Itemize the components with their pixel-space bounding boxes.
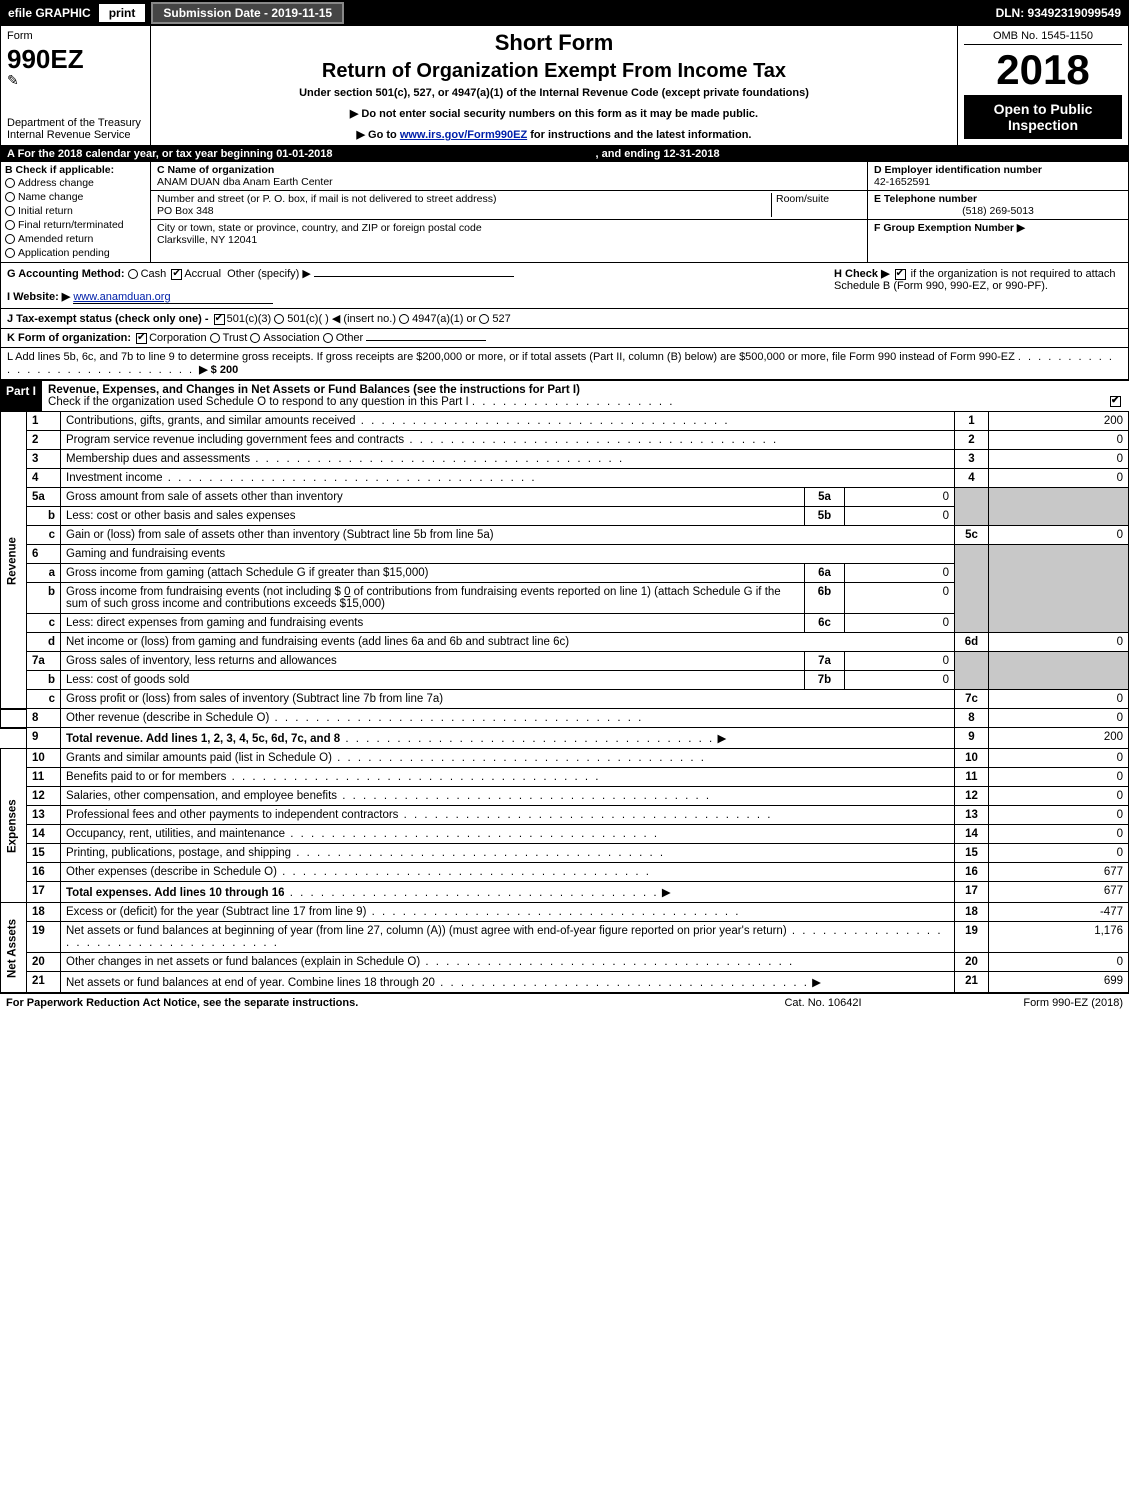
- row-G-H: G Accounting Method: Cash Accrual Other …: [1, 262, 1128, 308]
- submission-date: Submission Date - 2019-11-15: [151, 2, 344, 24]
- I-label: I Website: ▶: [7, 291, 70, 303]
- chk-initial-return[interactable]: Initial return: [5, 204, 146, 218]
- open-public: Open to Public Inspection: [964, 95, 1122, 139]
- city-value: Clarksville, NY 12041: [157, 234, 257, 246]
- other-org-input[interactable]: [366, 340, 486, 341]
- F-label: F Group Exemption Number ▶: [874, 222, 1025, 234]
- short-form-title: Short Form: [161, 30, 947, 56]
- B-label: B Check if applicable:: [5, 164, 146, 176]
- L-amount: ▶ $ 200: [199, 364, 238, 376]
- G-label: G Accounting Method:: [7, 268, 125, 280]
- line-J: J Tax-exempt status (check only one) - 5…: [1, 308, 1128, 328]
- footer-right: Form 990-EZ (2018): [923, 997, 1123, 1009]
- city-label: City or town, state or province, country…: [157, 222, 482, 234]
- D-label: D Employer identification number: [874, 164, 1042, 176]
- form-header: Form 990EZ ✎ Department of the Treasury …: [0, 26, 1129, 146]
- side-expenses: Expenses: [1, 749, 27, 903]
- header-right: OMB No. 1545-1150 2018 Open to Public In…: [958, 26, 1128, 145]
- other-specify-input[interactable]: [314, 276, 514, 277]
- form-word: Form: [7, 30, 144, 42]
- efile-label: efile GRAPHIC: [0, 6, 99, 20]
- C-label: C Name of organization: [157, 164, 274, 176]
- department-label: Department of the Treasury Internal Reve…: [7, 117, 141, 141]
- chk-accrual[interactable]: [171, 269, 182, 280]
- footer-mid: Cat. No. 10642I: [723, 997, 923, 1009]
- website-link[interactable]: www.anamduan.org: [73, 291, 273, 304]
- footer-left: For Paperwork Reduction Act Notice, see …: [6, 997, 723, 1009]
- under-section: Under section 501(c), 527, or 4947(a)(1)…: [161, 87, 947, 99]
- omb-number: OMB No. 1545-1150: [964, 30, 1122, 45]
- part1-check-text: Check if the organization used Schedule …: [48, 396, 469, 408]
- chk-final-return[interactable]: Final return/terminated: [5, 218, 146, 232]
- line-K: K Form of organization: Corporation Trus…: [1, 328, 1128, 347]
- top-bar: efile GRAPHIC print Submission Date - 20…: [0, 0, 1129, 26]
- line-L: L Add lines 5b, 6c, and 7b to line 9 to …: [1, 347, 1128, 379]
- tax-year: 2018: [964, 49, 1122, 91]
- chk-address-change[interactable]: Address change: [5, 176, 146, 190]
- period-row: A For the 2018 calendar year, or tax yea…: [1, 146, 1128, 162]
- chk-4947[interactable]: [399, 314, 409, 324]
- chk-assoc[interactable]: [250, 333, 260, 343]
- side-revenue: Revenue: [1, 412, 27, 709]
- dln-label: DLN: 93492319099549: [996, 6, 1129, 20]
- part1-label: Part I: [0, 381, 42, 411]
- chk-H[interactable]: [895, 269, 906, 280]
- do-not-enter: ▶ Do not enter social security numbers o…: [161, 107, 947, 120]
- print-button[interactable]: print: [99, 4, 146, 22]
- entity-right: D Employer identification number 42-1652…: [868, 162, 1128, 262]
- street-value: PO Box 348: [157, 205, 214, 217]
- chk-amended-return[interactable]: Amended return: [5, 232, 146, 246]
- H-label: H Check ▶: [834, 268, 890, 280]
- chk-501c[interactable]: [274, 314, 284, 324]
- entity-name-address: C Name of organization ANAM DUAN dba Ana…: [151, 162, 868, 262]
- chk-trust[interactable]: [210, 333, 220, 343]
- side-net-assets: Net Assets: [1, 903, 27, 993]
- footer: For Paperwork Reduction Act Notice, see …: [0, 993, 1129, 1012]
- org-name: ANAM DUAN dba Anam Earth Center: [157, 176, 333, 188]
- chk-corp[interactable]: [136, 333, 147, 344]
- chk-cash[interactable]: [128, 269, 138, 279]
- check-if-applicable: B Check if applicable: Address change Na…: [1, 162, 151, 262]
- chk-name-change[interactable]: Name change: [5, 190, 146, 204]
- form-number: 990EZ: [7, 46, 144, 72]
- entity-section: A For the 2018 calendar year, or tax yea…: [0, 146, 1129, 380]
- schedO-checkbox[interactable]: [1110, 396, 1121, 407]
- chk-527[interactable]: [479, 314, 489, 324]
- header-mid: Short Form Return of Organization Exempt…: [151, 26, 958, 145]
- phone-value: (518) 269-5013: [874, 205, 1122, 217]
- street-label: Number and street (or P. O. box, if mail…: [157, 193, 496, 205]
- ein-value: 42-1652591: [874, 176, 930, 188]
- chk-other-org[interactable]: [323, 333, 333, 343]
- goto-link[interactable]: www.irs.gov/Form990EZ: [400, 129, 527, 141]
- chk-application-pending[interactable]: Application pending: [5, 246, 146, 260]
- header-left: Form 990EZ ✎ Department of the Treasury …: [1, 26, 151, 145]
- chk-501c3[interactable]: [214, 314, 225, 325]
- part1-header-row: Part I Revenue, Expenses, and Changes in…: [0, 380, 1129, 411]
- return-title: Return of Organization Exempt From Incom…: [161, 60, 947, 83]
- goto-line: ▶ Go to www.irs.gov/Form990EZ for instru…: [161, 128, 947, 141]
- E-label: E Telephone number: [874, 193, 977, 205]
- part1-title: Revenue, Expenses, and Changes in Net As…: [48, 384, 580, 396]
- room-label: Room/suite: [776, 193, 829, 205]
- part1-table: Revenue 1Contributions, gifts, grants, a…: [0, 411, 1129, 993]
